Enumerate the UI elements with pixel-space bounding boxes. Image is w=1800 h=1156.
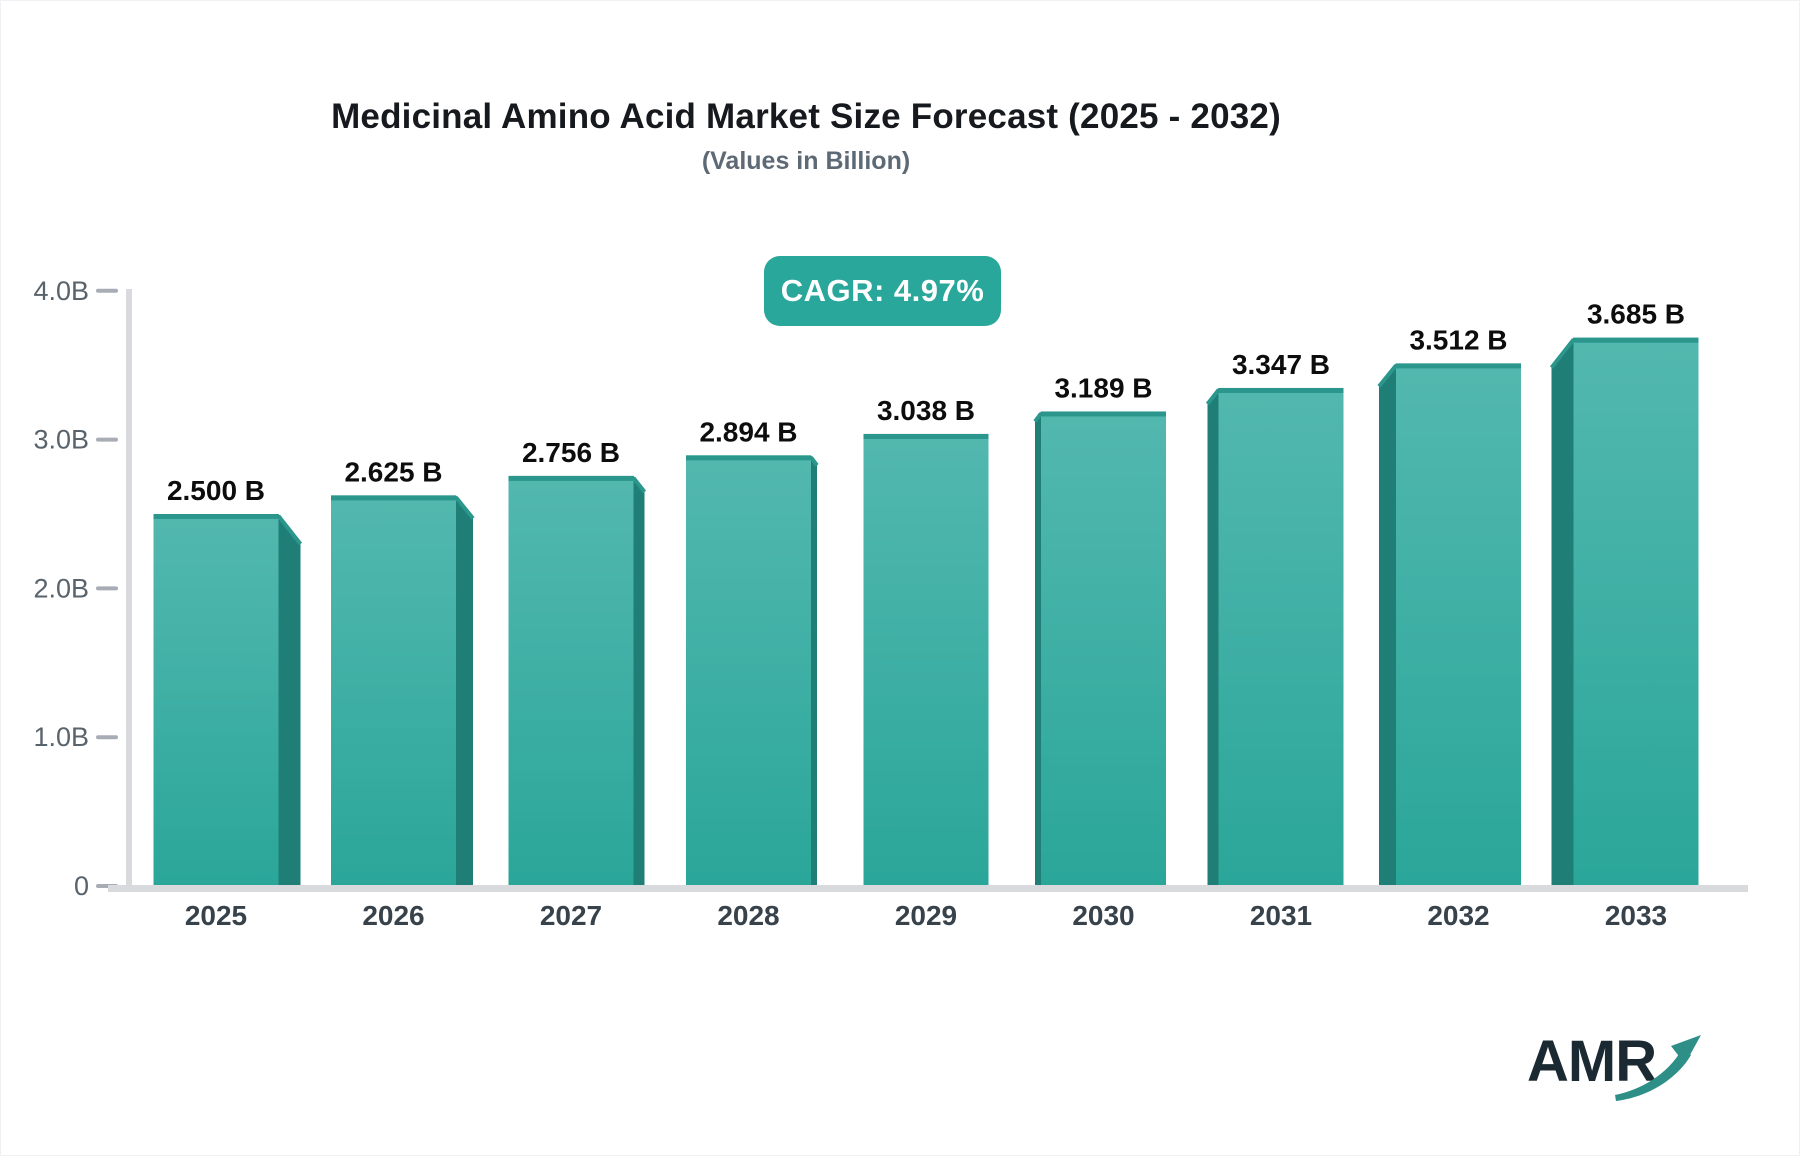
bar-bevel-edge [631, 476, 647, 494]
y-tick [96, 586, 118, 591]
bar-side-face [1207, 387, 1219, 888]
y-axis-label: 4.0B [33, 276, 89, 306]
bar-bevel-edge [1205, 388, 1221, 406]
growth-arrow-icon [1615, 1035, 1701, 1101]
bar-side-face [811, 455, 817, 888]
x-axis-label: 2027 [540, 900, 602, 931]
y-tick [96, 288, 118, 293]
bar-value-label: 2.894 B [699, 416, 797, 447]
bar-front-face [1573, 337, 1699, 888]
bar-front-face [508, 475, 634, 888]
amr-logo: AMR [1527, 1029, 1707, 1109]
bar-top-edge [1218, 387, 1344, 393]
x-axis-label: 2031 [1250, 900, 1312, 931]
bar-top-edge [1573, 337, 1699, 343]
bar-front-face [1396, 363, 1521, 888]
bar-value-label: 3.189 B [1054, 372, 1152, 403]
bar-top-edge [1041, 411, 1166, 417]
growth-arrow-head [1671, 1035, 1701, 1064]
bar-bevel-edge [1377, 364, 1398, 388]
y-tick [96, 735, 118, 740]
chart-subtitle: (Values in Billion) [701, 147, 911, 175]
bar-bevel-edge [809, 456, 819, 467]
bar-front-face [686, 455, 811, 888]
bar-top-edge [508, 475, 634, 481]
chart-title: Medicinal Amino Acid Market Size Forecas… [331, 97, 1281, 136]
y-axis-label: 1.0B [33, 722, 89, 752]
cagr-badge: CAGR: 4.97% [764, 256, 1001, 326]
bar-side-face [1379, 363, 1396, 888]
bar-top-edge [1396, 363, 1521, 369]
bar-bevel-edge [1549, 338, 1576, 369]
bar-bevel-edge [276, 514, 303, 546]
bar-side-face [1035, 411, 1041, 888]
y-axis-label: 2.0B [33, 573, 89, 603]
y-tick [96, 437, 118, 442]
bar-top-edge [153, 514, 279, 519]
bar-value-label: 3.038 B [877, 395, 975, 426]
bar-front-face [331, 495, 456, 888]
x-axis-label: 2025 [185, 900, 247, 931]
x-axis-line [108, 885, 1748, 892]
bar-value-label: 3.512 B [1409, 324, 1507, 355]
bar-value-label: 2.756 B [522, 437, 620, 468]
bar-bevel-edge [1033, 412, 1043, 423]
amr-logo-text: AMR [1527, 1029, 1657, 1094]
bar-side-face [633, 475, 645, 888]
y-axis-label: 3.0B [33, 425, 89, 455]
bar-side-face [456, 495, 473, 888]
x-axis-label: 2032 [1427, 900, 1489, 931]
x-axis-label: 2033 [1605, 900, 1667, 931]
bar-value-label: 2.625 B [344, 456, 442, 487]
x-axis-label: 2028 [717, 900, 779, 931]
bar-value-label: 3.685 B [1587, 299, 1685, 330]
bar-bevel-edge [454, 496, 475, 520]
y-axis-line [126, 289, 132, 889]
y-axis-label: 0 [74, 871, 89, 901]
bar-side-face [1551, 337, 1574, 888]
bar-value-label: 2.500 B [167, 475, 265, 506]
bar-top-edge [686, 455, 811, 461]
x-axis-label: 2026 [362, 900, 424, 931]
bar-front-face [1041, 411, 1166, 888]
bar-value-label: 3.347 B [1232, 349, 1330, 380]
x-axis-label: 2030 [1072, 900, 1134, 931]
x-axis-label: 2029 [895, 900, 957, 931]
bar-top-edge [863, 433, 989, 439]
bar-top-edge [331, 495, 456, 501]
bar-side-face [278, 514, 301, 888]
bar-front-face [153, 514, 279, 888]
bar-front-face [1218, 387, 1344, 888]
bar-front-face [863, 433, 989, 888]
